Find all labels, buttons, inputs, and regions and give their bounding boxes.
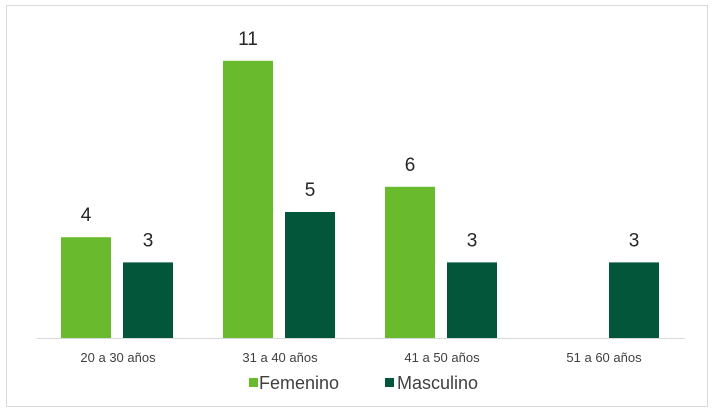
data-labels-layer: 4 3 11 5 6 3 3 [81,29,640,252]
legend-label-femenino: Femenino [259,373,339,393]
legend-swatch-masculino [385,378,394,387]
x-tick-label: 51 a 60 años [566,350,642,365]
data-label-masculino-20-a-30-a-os: 3 [143,230,154,251]
legend-label-masculino: Masculino [397,373,478,393]
bar-masculino-31-a-40-a-os [285,212,335,338]
data-label-femenino-31-a-40-a-os: 11 [238,29,258,50]
legend: Femenino Masculino [249,373,478,393]
data-label-femenino-20-a-30-a-os: 4 [81,205,92,226]
bars-layer [61,60,659,339]
bar-masculino-41-a-50-a-os [447,262,497,338]
data-label-femenino-41-a-50-a-os: 6 [405,155,416,176]
bar-masculino-51-a-60-a-os [609,262,659,338]
bar-femenino-20-a-30-a-os [61,237,111,338]
data-label-masculino-51-a-60-a-os: 3 [629,230,640,251]
x-tick-label: 20 a 30 años [80,350,156,365]
data-label-masculino-41-a-50-a-os: 3 [467,230,478,251]
x-tick-labels: 20 a 30 años 31 a 40 años 41 a 50 años 51 a… [80,350,642,365]
bar-femenino-41-a-50-a-os [385,186,435,338]
legend-swatch-femenino [249,378,258,387]
chart-frame [6,5,708,407]
bar-masculino-20-a-30-a-os [123,262,173,338]
x-tick-label: 41 a 50 años [404,350,480,365]
x-tick-label: 31 a 40 años [242,350,318,365]
bar-femenino-31-a-40-a-os [223,60,273,339]
data-label-masculino-31-a-40-a-os: 5 [305,180,316,201]
